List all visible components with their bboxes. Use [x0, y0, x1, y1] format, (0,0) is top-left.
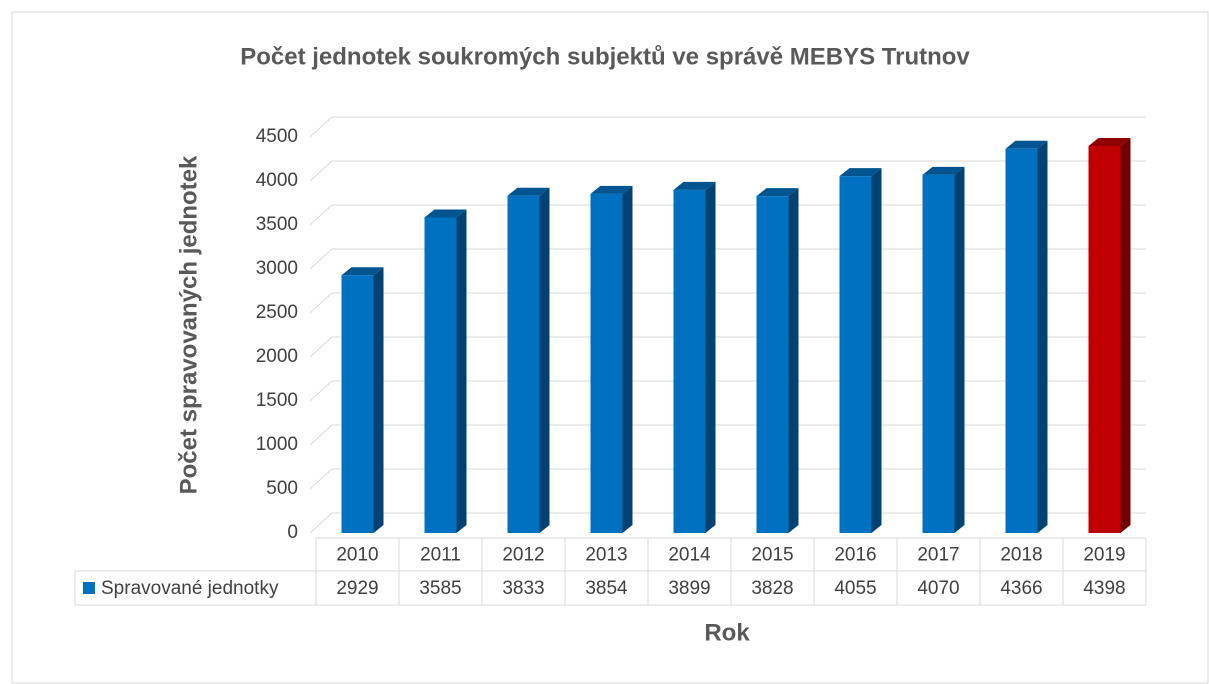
table-value: 4398 — [1083, 578, 1125, 599]
table-value: 4055 — [834, 578, 876, 599]
bar — [424, 217, 457, 533]
bar — [507, 195, 540, 534]
bar-top — [756, 188, 799, 197]
table-value: 3828 — [751, 578, 793, 599]
table-value: 4070 — [917, 578, 959, 599]
y-tick-label: 1500 — [256, 390, 298, 411]
x-tick-label: 2018 — [1000, 545, 1042, 566]
bar — [673, 189, 706, 533]
x-tick-label: 2013 — [585, 545, 627, 566]
bar — [1005, 148, 1038, 534]
bar — [922, 174, 955, 533]
bar — [341, 275, 374, 533]
y-tick-label: 1000 — [256, 434, 298, 455]
bar-side — [539, 187, 550, 534]
bar-top — [1005, 140, 1048, 149]
y-tick-label: 3500 — [256, 214, 298, 235]
bar-side — [1037, 140, 1048, 534]
bar-top — [922, 166, 965, 175]
bar-side — [788, 188, 799, 534]
bar-top — [839, 168, 882, 177]
y-axis-title: Počet spravovaných jednotek — [175, 155, 202, 494]
table-value: 3899 — [668, 578, 710, 599]
table-value: 2929 — [336, 578, 378, 599]
y-tick-label: 2000 — [256, 346, 298, 367]
y-tick-label: 3000 — [256, 258, 298, 279]
x-axis-title: Rok — [704, 619, 750, 646]
y-tick-label: 500 — [266, 478, 298, 499]
grid-line — [309, 160, 1146, 182]
bar-top — [507, 187, 550, 196]
bar-side — [871, 168, 882, 533]
table-value: 3854 — [585, 578, 628, 599]
y-tick-label: 4000 — [256, 170, 298, 191]
y-tick-label: 4500 — [256, 126, 298, 147]
legend-label: Spravované jednotky — [101, 578, 279, 599]
bar-side — [954, 166, 965, 533]
bar-side — [373, 267, 384, 533]
bar-top — [424, 209, 467, 218]
table-value: 3585 — [419, 578, 461, 599]
bar-side — [705, 181, 716, 533]
legend-swatch — [83, 582, 95, 594]
x-tick-label: 2017 — [917, 545, 959, 566]
y-tick-label: 2500 — [256, 302, 298, 323]
x-tick-label: 2019 — [1083, 545, 1125, 566]
bar — [756, 196, 789, 534]
bar-side — [456, 209, 467, 533]
bar-top — [341, 267, 384, 276]
chart-title: Počet jednotek soukromých subjektů ve sp… — [240, 43, 970, 70]
bar-side — [622, 185, 633, 533]
bar — [1088, 145, 1121, 533]
table-value: 4366 — [1000, 578, 1042, 599]
x-tick-label: 2014 — [668, 545, 711, 566]
bar — [590, 193, 623, 533]
bar-top — [673, 181, 716, 190]
bar — [839, 176, 872, 533]
x-tick-label: 2012 — [502, 545, 544, 566]
grid-line — [309, 116, 1146, 138]
x-tick-label: 2015 — [751, 545, 793, 566]
bar-side — [1120, 137, 1131, 533]
y-tick-label: 0 — [287, 522, 298, 543]
table-value: 3833 — [502, 578, 544, 599]
chart-frame — [11, 11, 1209, 684]
bar-top — [1088, 137, 1131, 146]
x-tick-label: 2016 — [834, 545, 876, 566]
x-tick-label: 2011 — [420, 545, 461, 566]
bar-top — [590, 185, 633, 194]
x-tick-label: 2010 — [336, 545, 378, 566]
